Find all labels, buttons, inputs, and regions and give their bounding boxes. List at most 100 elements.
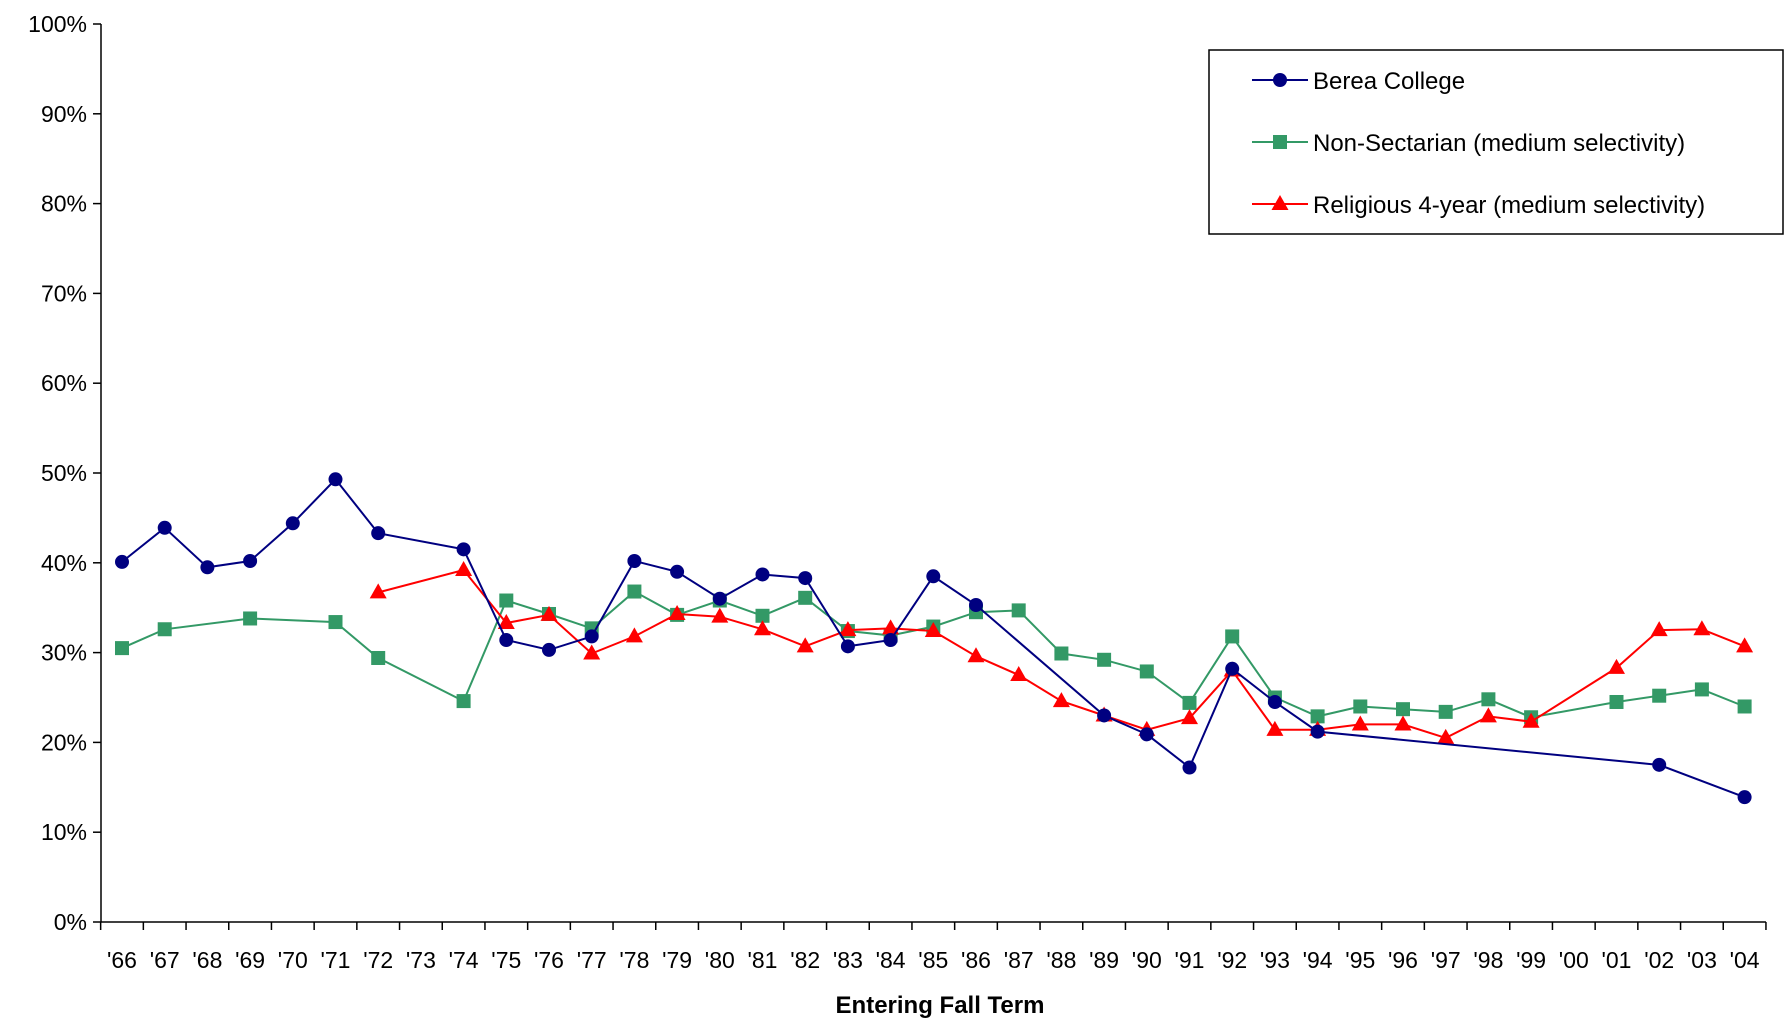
- x-tick-label: '85: [918, 947, 948, 973]
- y-tick-label: 80%: [41, 191, 87, 217]
- data-point: [754, 620, 771, 636]
- data-point: [1437, 728, 1455, 744]
- data-point: [1310, 724, 1325, 739]
- data-point: [670, 564, 685, 579]
- x-tick-label: '66: [107, 947, 137, 973]
- legend-marker: [1273, 73, 1287, 87]
- data-point: [540, 605, 558, 621]
- data-point: [1522, 712, 1540, 728]
- data-point: [497, 613, 515, 629]
- data-point: [455, 560, 473, 576]
- x-tick-label: '02: [1644, 947, 1674, 973]
- data-point: [371, 526, 386, 541]
- x-tick-label: '77: [577, 947, 607, 973]
- x-tick-label: '74: [449, 947, 479, 973]
- data-point: [668, 604, 686, 620]
- data-point: [926, 569, 941, 584]
- data-point: [1694, 682, 1709, 697]
- data-point: [157, 622, 172, 637]
- data-point: [200, 560, 215, 575]
- series-layer: [115, 472, 1754, 805]
- legend-label: Berea College: [1313, 68, 1465, 95]
- data-point: [755, 567, 770, 582]
- data-point: [882, 619, 900, 635]
- data-point: [328, 615, 343, 630]
- data-point: [1481, 692, 1496, 707]
- x-tick-label: '92: [1217, 947, 1247, 973]
- data-point: [157, 520, 172, 535]
- y-tick-label: 100%: [28, 11, 87, 37]
- data-point: [1181, 709, 1198, 725]
- data-point: [1052, 692, 1070, 708]
- y-tick-label: 30%: [41, 640, 87, 666]
- data-point: [627, 554, 642, 569]
- x-tick-label: '71: [321, 947, 351, 973]
- data-point: [1054, 646, 1069, 661]
- data-point: [1736, 637, 1754, 653]
- y-tick-label: 90%: [41, 101, 87, 127]
- data-point: [369, 583, 387, 599]
- x-tick-label: '95: [1345, 947, 1375, 973]
- data-point: [1438, 704, 1453, 719]
- data-point: [1353, 699, 1368, 714]
- legend: Berea College Non-Sectarian (medium selec…: [1208, 49, 1784, 235]
- data-point: [711, 607, 729, 623]
- x-tick-label: '67: [150, 947, 180, 973]
- data-point: [1182, 695, 1197, 710]
- x-tick-label: '75: [491, 947, 521, 973]
- x-tick-label: '70: [278, 947, 308, 973]
- legend-item: Non-Sectarian (medium selectivity): [1252, 130, 1685, 157]
- data-point: [499, 593, 514, 608]
- x-axis-title: Entering Fall Term: [836, 992, 1045, 1019]
- data-point: [371, 650, 386, 665]
- x-tick-label: '01: [1602, 947, 1632, 973]
- data-point: [1182, 760, 1197, 775]
- series-triangle: [369, 560, 1754, 744]
- x-tick-label: '86: [961, 947, 991, 973]
- data-point: [115, 641, 129, 656]
- legend-label: Religious 4-year (medium selectivity): [1313, 192, 1705, 219]
- x-tick-label: '04: [1730, 947, 1760, 973]
- data-point: [967, 647, 985, 663]
- data-point: [1737, 790, 1752, 805]
- legend-label: Non-Sectarian (medium selectivity): [1313, 130, 1685, 157]
- x-tick-label: '83: [833, 947, 863, 973]
- x-tick-label: '97: [1431, 947, 1461, 973]
- y-tick-label: 10%: [41, 819, 87, 845]
- x-tick-label: '96: [1388, 947, 1418, 973]
- x-tick-label: '88: [1046, 947, 1076, 973]
- y-tick-label: 20%: [41, 729, 87, 755]
- data-point: [840, 639, 855, 654]
- data-point: [1267, 694, 1282, 709]
- data-point: [1652, 688, 1667, 703]
- data-point: [1650, 621, 1668, 637]
- data-point: [1097, 652, 1112, 667]
- x-tick-label: '78: [619, 947, 649, 973]
- data-point: [924, 622, 942, 638]
- x-tick-label: '80: [705, 947, 735, 973]
- data-point: [542, 642, 556, 657]
- series-line: [121, 590, 1745, 719]
- legend-item: Berea College: [1252, 68, 1465, 95]
- data-point: [456, 694, 471, 709]
- x-tick-label: '00: [1559, 947, 1589, 973]
- data-point: [798, 571, 813, 586]
- series-circle: [115, 472, 1752, 805]
- x-tick-label: '84: [876, 947, 906, 973]
- data-point: [1479, 707, 1497, 723]
- data-point: [796, 637, 814, 653]
- data-point: [883, 633, 898, 648]
- data-point: [1139, 727, 1154, 742]
- x-tick-label: '79: [662, 947, 692, 973]
- y-tick-label: 60%: [41, 370, 87, 396]
- data-point: [839, 621, 857, 637]
- data-point: [1011, 603, 1026, 618]
- data-point: [1693, 620, 1711, 636]
- legend-marker: [1273, 135, 1287, 149]
- x-tick-label: '87: [1004, 947, 1034, 973]
- legend-marker: [1271, 195, 1289, 210]
- x-tick-label: '91: [1175, 947, 1205, 973]
- data-point: [969, 598, 983, 613]
- data-point: [1310, 709, 1325, 724]
